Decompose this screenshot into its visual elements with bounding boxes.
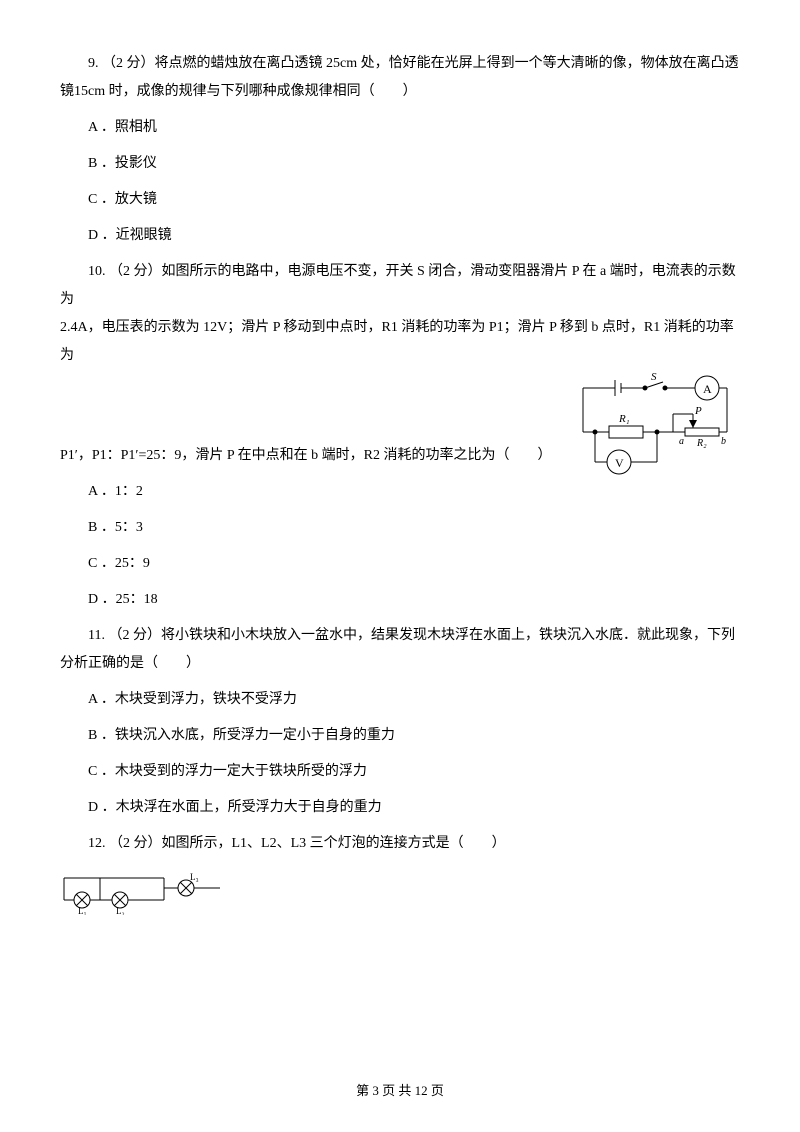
q11-option-a: A ．木块受到浮力，铁块不受浮力 [60, 686, 740, 714]
label-r1: R₁ [618, 413, 630, 425]
q11-stem: 11. （2 分）将小铁块和小木块放入一盆水中，结果发现木块浮在水面上，铁块沉入… [60, 622, 740, 678]
label-l1: L₁ [78, 906, 87, 915]
label-s: S [651, 371, 657, 383]
q12-stem: 12. （2 分）如图所示，L1、L2、L3 三个灯泡的连接方式是（ ） [60, 830, 740, 858]
label-b: b [721, 436, 726, 447]
q10-option-a: A ．1：2 [60, 478, 740, 506]
q10-circuit-diagram: S A R₁ P a R₂ [565, 370, 740, 475]
label-l2: L₂ [116, 906, 125, 915]
q9-option-b: B ．投影仪 [60, 150, 740, 178]
q9-option-a: A ．照相机 [60, 114, 740, 142]
q11-option-b: B ．铁块沉入水底，所受浮力一定小于自身的重力 [60, 722, 740, 750]
label-v: V [615, 456, 624, 470]
q10-option-b: B ．5：3 [60, 514, 740, 542]
q11-option-c: C ．木块受到的浮力一定大于铁块所受的浮力 [60, 758, 740, 786]
label-r2: R₂ [696, 438, 707, 449]
q10-option-d: D ．25：18 [60, 586, 740, 614]
label-l3: L₃ [190, 872, 199, 882]
q9-option-c: C ．放大镜 [60, 186, 740, 214]
q10-row: P1′，P1：P1′=25：9，滑片 P 在中点和在 b 端时，R2 消耗的功率… [60, 370, 740, 470]
q11-option-d: D ．木块浮在水面上，所受浮力大于自身的重力 [60, 794, 740, 822]
q12-circuit-diagram: L₁ L₂ L₃ [60, 870, 230, 915]
q9-stem: 9. （2 分）将点燃的蜡烛放在离凸透镜 25cm 处，恰好能在光屏上得到一个等… [60, 50, 740, 106]
q10-option-c: C ．25：9 [60, 550, 740, 578]
q9-option-d: D ．近视眼镜 [60, 222, 740, 250]
page-footer: 第 3 页 共 12 页 [0, 1078, 800, 1104]
label-p: P [694, 405, 702, 417]
q10-stem-line2: 2.4A，电压表的示数为 12V；滑片 P 移动到中点时，R1 消耗的功率为 P… [60, 314, 740, 370]
label-a2: a [679, 436, 684, 447]
label-a: A [703, 382, 712, 396]
q10-stem-line1: 10. （2 分）如图所示的电路中，电源电压不变，开关 S 闭合，滑动变阻器滑片… [60, 258, 740, 314]
